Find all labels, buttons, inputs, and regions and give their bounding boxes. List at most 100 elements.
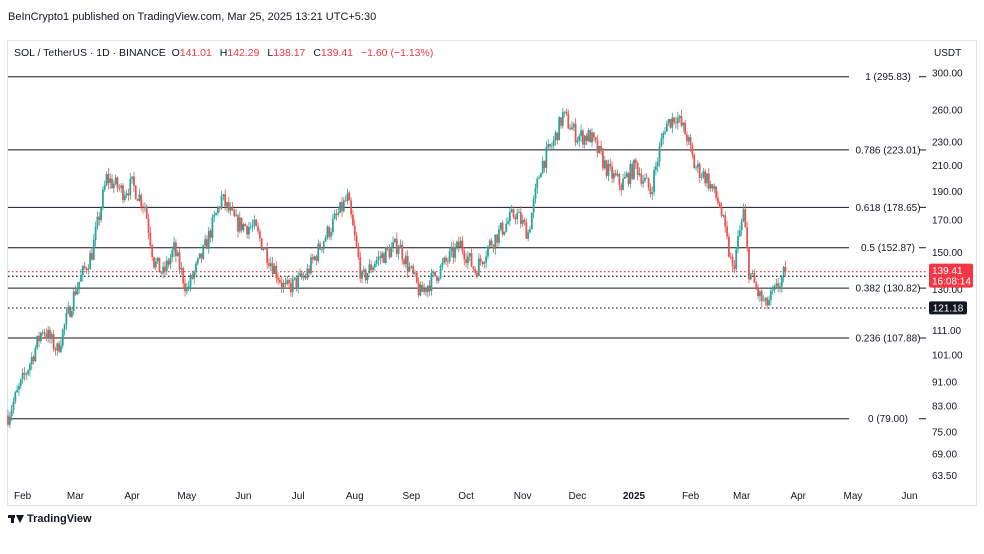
candle-body [242,224,245,231]
candle-body [540,173,542,178]
candle-body [709,184,712,189]
candle-body [603,160,606,169]
candle-body [660,138,663,147]
candle-body [467,256,469,264]
x-tick-label: Jun [902,491,918,502]
candle-body [355,235,358,247]
candle-body [613,173,615,179]
candle-body [78,281,81,288]
brand-name: TradingView [27,513,92,525]
candle-body [134,185,137,200]
candle-body [748,247,750,280]
candle-body [279,280,281,283]
candle-body [735,249,738,269]
candle-body [673,117,676,123]
candle-body [324,237,327,242]
candle-body [237,215,239,232]
candle-body [65,312,68,325]
y-tick-label: 111.00 [932,326,962,337]
candle-body [576,140,579,143]
candle-body [682,122,685,126]
candle-body [623,176,626,179]
candle-body [257,226,259,232]
candle-body [178,252,181,270]
legend-low-label: L [267,47,274,59]
candle-body [753,273,756,283]
candle-body [264,247,267,250]
candle-body [532,199,535,213]
candle-body [434,271,436,277]
candle-body [768,299,770,306]
candle-body [510,209,513,212]
horizontal-lines [8,271,926,309]
level-tag [929,301,967,315]
fib-level-label: 0.786 (223.01) [855,145,920,156]
candle-body [567,113,570,129]
candle-body [764,297,767,301]
tradingview-logo[interactable]: TradingView [8,513,92,525]
legend-change: −1.60 (−1.13%) [360,47,434,59]
candle-body [129,178,132,196]
candle-body [638,173,641,175]
candle-body [45,334,48,339]
candle-body [304,276,307,279]
candle-body [556,132,559,141]
candle-body [258,231,261,239]
candle-body [492,245,495,249]
candle-body [7,415,9,425]
candle-body [784,267,787,272]
candle-body [87,269,90,271]
legend-low: 138.17 [273,47,306,59]
candle-body [616,174,619,176]
x-tick-label: Feb [682,491,700,502]
candle-body [76,287,79,295]
candle-body [74,291,77,295]
candle-body [288,280,290,284]
candle-body [550,145,553,147]
candle-body [425,288,427,293]
candle-body [430,272,433,292]
candle-body [123,195,126,201]
candle-body [552,140,555,146]
candle-body [56,343,59,351]
candle-body [487,246,489,257]
candle-body [286,280,289,284]
candle-body [200,253,203,259]
candle-body [580,130,582,137]
candle-body [335,213,338,215]
legend-high-label: H [219,47,228,59]
candle-body [720,207,723,216]
candle-body [653,170,655,193]
candle-body [142,206,144,208]
candle-body [598,145,601,154]
x-tick-label: May [844,491,863,502]
candle-body [454,247,457,258]
fib-level-label: 0.382 (130.82) [855,284,920,295]
candle-body [386,247,389,250]
candle-body [116,177,119,188]
candle-body [339,202,342,213]
candle-body [397,248,400,254]
candle-body [435,276,438,281]
candle-body [38,335,40,342]
candle-body [226,202,228,207]
legend-close: 139.41 [320,47,354,59]
candle-body [102,189,104,208]
candle-body [216,207,219,213]
y-tick-label: 210.00 [932,161,963,172]
candle-body [50,334,53,339]
candle-body [180,268,183,270]
currency-label[interactable]: USDT [934,48,962,59]
candle-body [240,217,243,231]
candle-body [738,230,741,237]
candle-body [295,277,298,288]
candle-body [299,273,301,276]
candle-body [561,112,564,126]
candle-body [238,217,241,232]
candle-body [8,416,11,425]
candle-body [330,232,332,237]
candle-body [583,135,586,145]
candle-body [384,247,387,264]
candle-body [388,249,391,258]
